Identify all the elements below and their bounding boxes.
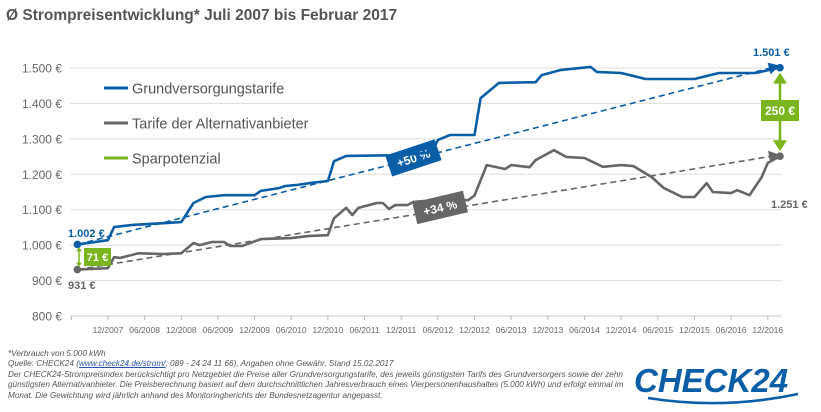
x-tick-label: 06/2015 <box>642 325 673 335</box>
y-tick-label: 1.100 € <box>22 203 62 217</box>
source-prefix: Quelle: CHECK24 ( <box>8 359 79 369</box>
start-value-grundversorgung: 1.002 € <box>68 228 105 240</box>
x-tick-label: 12/2008 <box>166 325 197 335</box>
check24-logo: CHECK24 <box>634 362 799 405</box>
x-tick-label: 06/2008 <box>129 325 160 335</box>
x-tick-label: 12/2012 <box>459 325 490 335</box>
arrowhead <box>773 72 787 84</box>
source-suffix: ; 089 - 24 24 11 66), Angaben ohne Gewäh… <box>165 359 394 369</box>
x-tick-label: 06/2013 <box>496 325 527 335</box>
footnote-consumption: *Verbrauch von 5.000 kWh <box>8 349 106 358</box>
legend-label: Grundversorgungstarife <box>132 82 284 98</box>
end-value-alternative: 1.251 € <box>771 199 808 211</box>
start-gap-label: 71 € <box>87 252 108 264</box>
arrowhead <box>76 247 82 252</box>
x-tick-label: 06/2012 <box>422 325 453 335</box>
x-tick-label: 12/2007 <box>93 325 124 335</box>
series-start-marker <box>73 240 82 249</box>
series-line-alternative <box>77 148 781 271</box>
footnote-method: Der CHECK24-Strompreisindex berücksichti… <box>8 369 624 400</box>
end-gap-box <box>761 100 799 121</box>
x-tick-label: 06/2009 <box>203 325 234 335</box>
y-tick-label: 1.000 € <box>22 239 62 253</box>
logo-text: CHECK24 <box>634 362 788 399</box>
x-tick-label: 12/2015 <box>679 325 710 335</box>
trend-label-box <box>385 139 442 177</box>
y-tick-label: 1.300 € <box>22 132 62 146</box>
logo-swoosh <box>647 392 799 405</box>
y-tick-label: 1.500 € <box>22 62 62 76</box>
y-tick-label: 800 € <box>32 310 62 324</box>
x-tick-label: 06/2010 <box>276 325 307 335</box>
x-tick-label: 12/2010 <box>313 325 344 335</box>
x-tick-label: 12/2014 <box>606 325 637 335</box>
y-tick-label: 900 € <box>32 274 62 288</box>
chart-title: Ø Strompreisentwicklung* Juli 2007 bis F… <box>6 7 398 24</box>
start-gap-box <box>84 248 111 266</box>
x-tick-label: 06/2014 <box>569 325 600 335</box>
x-tick-label: 06/2016 <box>716 325 747 335</box>
y-tick-label: 1.200 € <box>22 168 62 182</box>
legend-label: Tarife der Alternativanbieter <box>132 117 309 133</box>
series-end-marker <box>776 152 784 161</box>
y-tick-label: 1.400 € <box>22 97 62 111</box>
x-tick-label: 12/2016 <box>752 325 783 335</box>
series-end-marker <box>776 63 784 72</box>
trend-label-50: +50 % <box>385 139 442 177</box>
chart-footnote: *Verbrauch von 5.000 kWh Quelle: CHECK24… <box>8 349 628 401</box>
source-link[interactable]: www.check24.de/strom/ <box>79 359 166 369</box>
end-gap-label: 250 € <box>765 104 795 118</box>
footnote-source: Quelle: CHECK24 (www.check24.de/strom/; … <box>8 359 628 369</box>
end-value-grundversorgung: 1.501 € <box>753 47 790 59</box>
series-line-grundversorgung <box>77 65 781 246</box>
x-tick-label: 12/2011 <box>386 325 416 335</box>
arrowhead <box>76 262 82 267</box>
x-tick-label: 12/2009 <box>239 325 270 335</box>
legend-label: Sparpotenzial <box>132 152 221 168</box>
x-tick-label: 06/2011 <box>349 325 379 335</box>
arrowhead <box>773 140 787 152</box>
series-start-marker <box>73 265 82 274</box>
start-value-alternative: 931 € <box>68 280 96 292</box>
x-tick-label: 12/2013 <box>532 325 563 335</box>
trend-label-34: +34 % <box>412 190 468 225</box>
